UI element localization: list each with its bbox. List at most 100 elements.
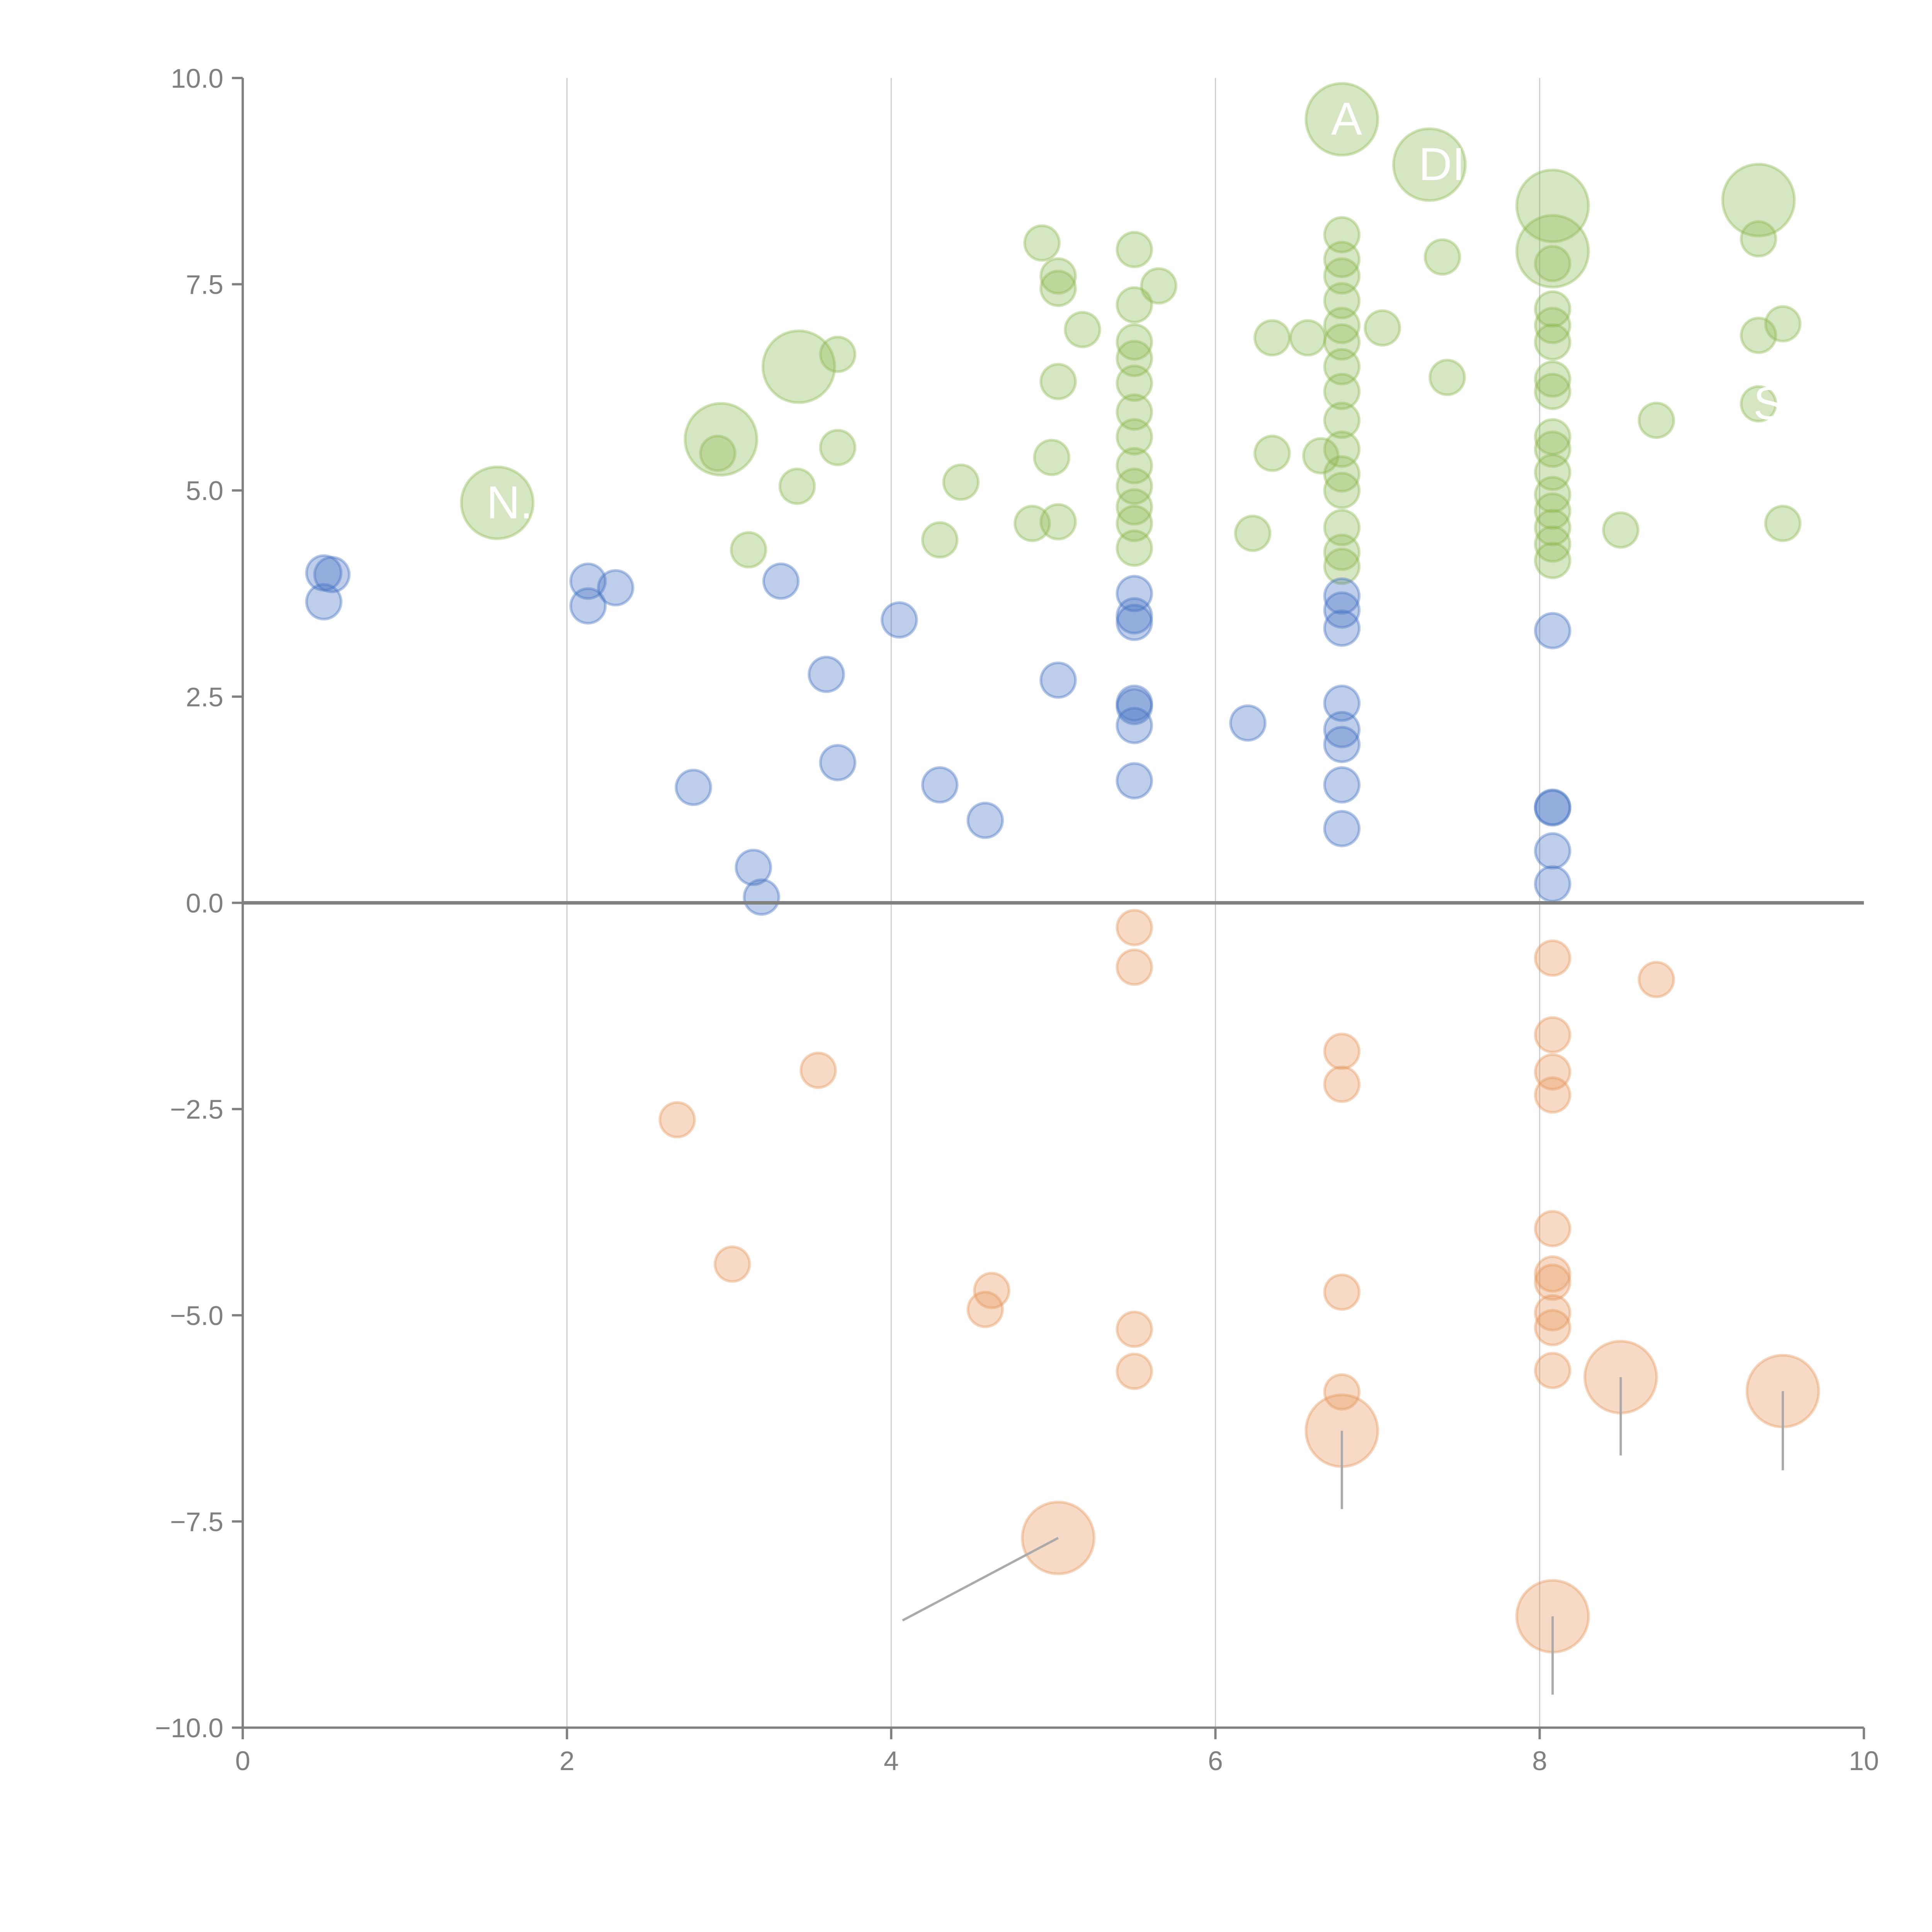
bubble-label: S [1753, 378, 1784, 429]
bubble-negative [1323, 1273, 1361, 1311]
bubble-positive-high [1064, 311, 1101, 349]
bubbles [305, 82, 1820, 1654]
bubble-negative [713, 1245, 751, 1283]
bubble-positive-high [730, 531, 767, 569]
bubble-negative [1534, 1255, 1571, 1293]
x-tick-label: 2 [560, 1746, 575, 1776]
bubble-positive-high [1515, 214, 1590, 289]
bubble-positive-high [1534, 430, 1571, 468]
bubble-positive-low [1116, 604, 1153, 641]
bubble-positive-high [1116, 529, 1153, 567]
y-tick-label: 5.0 [186, 476, 223, 506]
bubble-positive-low [1323, 609, 1361, 647]
bubble-negative [1534, 1016, 1571, 1054]
bubble-positive-high [1534, 476, 1571, 514]
bubble-negative [973, 1272, 1010, 1310]
y-tick-label: −7.5 [170, 1507, 223, 1537]
bubble-positive-high [1323, 282, 1361, 320]
bubble-positive-high [1423, 238, 1461, 276]
axes: 10.0 7.5 5.0 2.5 0.0 −2.5 −5.0 −7.5 −10.0 0 2 4 6 8 10 [155, 63, 1879, 1776]
bubble-negative [1534, 1210, 1571, 1248]
bubble-positive-high [1116, 323, 1153, 361]
bubble-positive-high [1323, 323, 1361, 361]
bubble-negative [966, 1291, 1004, 1328]
bubble-positive-high [1323, 430, 1361, 468]
bubble-positive-low [1534, 865, 1571, 903]
bubble-positive-low [569, 562, 607, 600]
bubble-positive-low [1323, 591, 1361, 629]
bubble-positive-high [761, 329, 836, 404]
bubble-negative [1534, 1352, 1571, 1389]
bubble-positive-high [1740, 316, 1777, 354]
bubble-positive-low [1534, 832, 1571, 870]
bubble-positive-high [1116, 447, 1153, 485]
bubble-negative [1534, 1264, 1571, 1301]
bubble-positive-high [1764, 505, 1802, 542]
bubble-positive-high [1429, 359, 1466, 396]
bubble-positive-high [1534, 323, 1571, 361]
bubble-negative [1116, 1310, 1153, 1348]
bubble-positive-high [1116, 393, 1153, 431]
bubble-positive-high [1039, 257, 1077, 295]
bubble-positive-high [819, 429, 857, 466]
bubble-positive-low [569, 587, 607, 625]
bubble-negative [1323, 1065, 1361, 1103]
bubble-label: A [1331, 93, 1362, 145]
bubble-negative [1116, 948, 1153, 986]
bubble-positive-low [1116, 707, 1153, 744]
bubble-positive-high [1721, 163, 1796, 238]
bubble-positive-low [819, 744, 857, 782]
bubble-positive-high [1323, 455, 1361, 493]
y-tick-label: −5.0 [170, 1301, 223, 1331]
bubble-positive-low [1534, 612, 1571, 650]
leader-lines [902, 1377, 1784, 1695]
bubble-positive-high [1116, 340, 1153, 378]
bubble-positive-low [1116, 575, 1153, 612]
bubble-positive-high [1039, 503, 1077, 541]
bubble-negative [1116, 1352, 1153, 1390]
bubble-positive-high [1323, 401, 1361, 439]
bubble-positive-high [1302, 437, 1340, 474]
bubble-positive-high [1323, 306, 1361, 344]
x-tick-label: 6 [1208, 1746, 1223, 1776]
bubble-positive-high [1534, 542, 1571, 580]
bubble-positive-high [1534, 418, 1571, 456]
bubble-positive-low [1116, 688, 1153, 725]
bubble-positive-low [1534, 789, 1571, 827]
bubble-positive-high [1323, 241, 1361, 278]
bubble-positive-high [1323, 471, 1361, 509]
x-tick-label: 8 [1532, 1746, 1547, 1776]
x-tick-label: 4 [884, 1746, 899, 1776]
bubble-positive-high [1323, 257, 1361, 295]
bubble-positive-high [1638, 401, 1675, 439]
bubble-positive-high [1033, 439, 1071, 476]
bubble-label: DI [1418, 138, 1465, 190]
bubble-positive-high [1515, 168, 1590, 243]
bubble-positive-high [1116, 468, 1153, 505]
bubble-positive-low [305, 583, 343, 621]
bubble-positive-low [1323, 684, 1361, 722]
bubble-positive-high [1253, 319, 1291, 357]
bubble-positive-high [1323, 216, 1361, 253]
bubble-positive-high [1364, 309, 1401, 347]
bubble-positive-high [1602, 511, 1639, 549]
bubble-positive-high [1740, 385, 1777, 423]
bubble-positive-high [1323, 548, 1361, 585]
bubble-positive-low [1323, 810, 1361, 847]
bubble-positive-high [1534, 509, 1571, 546]
y-tick-label: −10.0 [155, 1713, 223, 1743]
bubble-negative [1116, 909, 1153, 946]
bubble-negative [799, 1051, 837, 1089]
bubble-positive-high [699, 434, 736, 472]
bubble-positive-high [1289, 319, 1327, 357]
bubble-positive-high [1534, 360, 1571, 398]
bubble-positive-high [1534, 372, 1571, 410]
bubble-positive-high [1534, 453, 1571, 491]
bubble-labels: A DI N. S [486, 93, 1784, 529]
bubble-positive-high [1023, 224, 1061, 262]
bubble-negative [1534, 939, 1571, 977]
bubble-negative [1323, 1032, 1361, 1070]
bubble-positive-high [1323, 348, 1361, 386]
bubble-negative [1638, 961, 1675, 998]
bubble-positive-high [1116, 488, 1153, 526]
